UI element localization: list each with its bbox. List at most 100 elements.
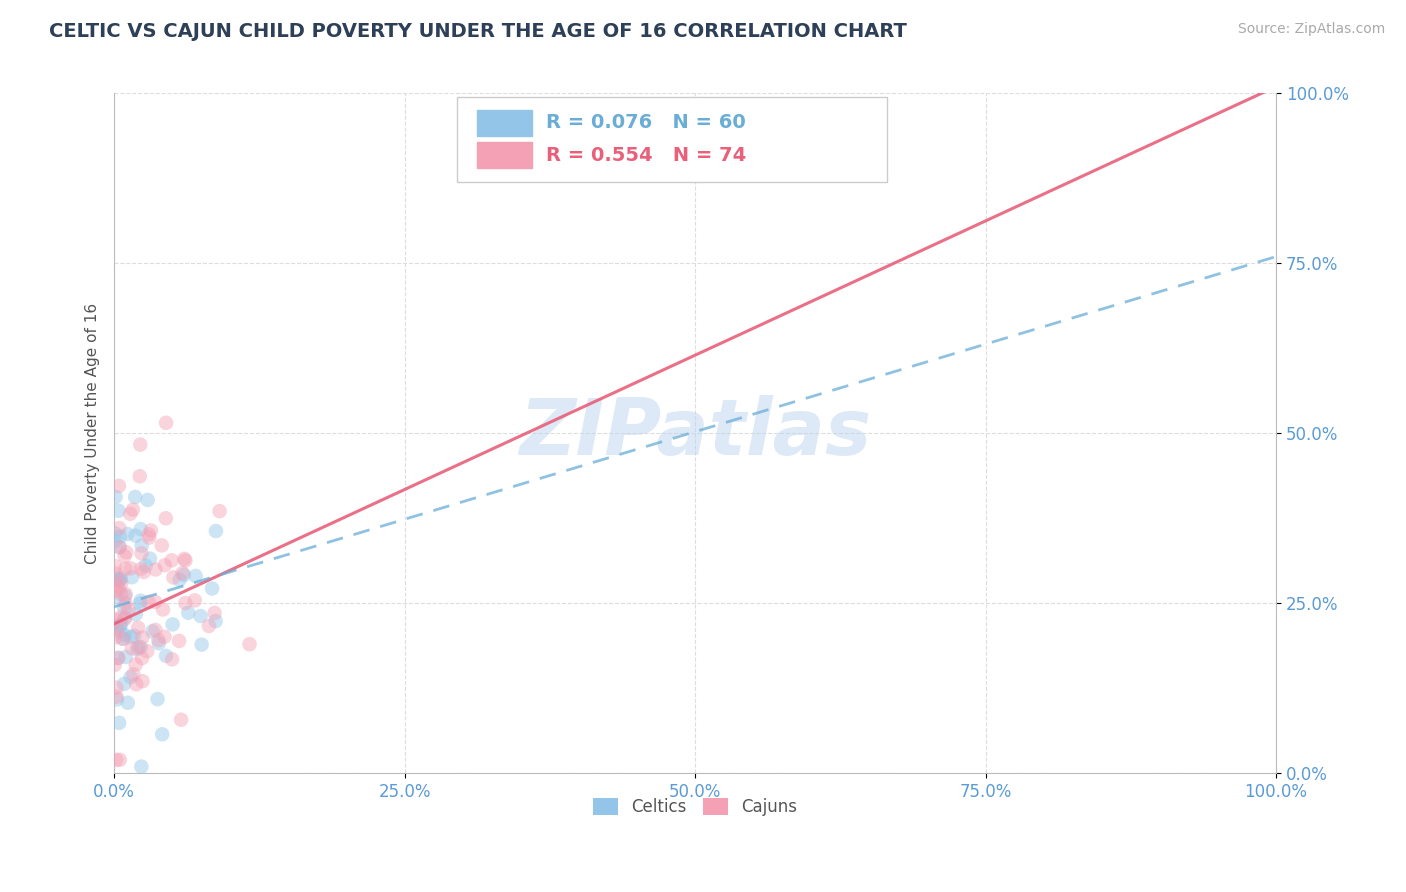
Point [174, 553, 197, 567]
Point [131, 546, 153, 560]
Point [117, 602, 139, 616]
Text: R = 0.554   N = 74: R = 0.554 N = 74 [547, 145, 747, 165]
Point [122, 667, 145, 681]
FancyBboxPatch shape [457, 96, 887, 182]
Point [201, 582, 224, 596]
Point [177, 606, 200, 620]
Point [114, 587, 136, 601]
Point [150, 727, 173, 741]
Point [148, 633, 170, 648]
Point [198, 619, 221, 633]
Point [108, 715, 131, 730]
Point [132, 565, 155, 579]
Point [104, 584, 127, 599]
Point [155, 511, 177, 525]
Point [108, 618, 131, 632]
Point [107, 582, 129, 596]
Point [124, 528, 146, 542]
Point [105, 692, 128, 706]
Point [204, 606, 226, 620]
Point [125, 607, 148, 621]
Point [114, 589, 136, 603]
Bar [477, 143, 533, 169]
Point [105, 623, 128, 637]
Point [104, 559, 127, 574]
Point [112, 677, 135, 691]
Point [120, 561, 142, 575]
Point [148, 636, 170, 650]
Point [125, 657, 148, 672]
Point [129, 593, 152, 607]
Point [127, 621, 149, 635]
Point [162, 570, 184, 584]
Point [121, 641, 143, 656]
Point [105, 613, 128, 627]
Point [108, 753, 131, 767]
Point [141, 624, 163, 639]
Point [146, 692, 169, 706]
Point [131, 631, 153, 645]
Point [122, 502, 145, 516]
Point [160, 652, 183, 666]
Point [105, 690, 128, 704]
Point [173, 552, 195, 566]
Point [114, 610, 136, 624]
Point [139, 551, 162, 566]
Point [128, 469, 150, 483]
Point [108, 521, 131, 535]
Point [105, 572, 128, 586]
Point [105, 566, 128, 581]
Point [170, 713, 193, 727]
Point [138, 595, 160, 609]
Y-axis label: Child Poverty Under the Age of 16: Child Poverty Under the Age of 16 [86, 302, 100, 564]
Legend: Celtics, Cajuns: Celtics, Cajuns [586, 791, 804, 823]
Point [120, 630, 142, 644]
Point [111, 632, 134, 646]
Point [108, 540, 131, 554]
Point [104, 490, 127, 504]
Point [128, 640, 150, 655]
Point [153, 558, 176, 573]
Point [104, 574, 127, 589]
Point [143, 595, 166, 609]
Text: Source: ZipAtlas.com: Source: ZipAtlas.com [1237, 22, 1385, 37]
Point [114, 562, 136, 576]
Text: CELTIC VS CAJUN CHILD POVERTY UNDER THE AGE OF 16 CORRELATION CHART: CELTIC VS CAJUN CHILD POVERTY UNDER THE … [49, 22, 907, 41]
Point [122, 629, 145, 643]
Point [145, 623, 167, 637]
Point [135, 558, 157, 573]
Point [174, 596, 197, 610]
Point [155, 416, 177, 430]
Point [131, 759, 153, 773]
Point [125, 677, 148, 691]
Point [104, 657, 127, 672]
Point [114, 649, 136, 664]
Point [238, 637, 260, 651]
Point [104, 619, 127, 633]
Point [129, 562, 152, 576]
Point [104, 534, 127, 549]
Point [121, 570, 143, 584]
Point [114, 596, 136, 610]
Point [131, 651, 153, 665]
Point [172, 566, 194, 581]
Point [110, 624, 132, 639]
Point [184, 593, 207, 607]
Point [110, 576, 132, 591]
Point [114, 612, 136, 626]
Point [160, 553, 183, 567]
Text: R = 0.076   N = 60: R = 0.076 N = 60 [547, 113, 747, 132]
Point [117, 527, 139, 541]
Point [145, 562, 167, 576]
Point [108, 530, 131, 544]
Point [190, 609, 212, 624]
Point [107, 650, 129, 665]
Point [136, 492, 159, 507]
Point [153, 630, 176, 644]
Point [108, 541, 131, 555]
Point [129, 437, 152, 451]
Point [112, 600, 135, 615]
Point [105, 591, 128, 605]
Point [107, 651, 129, 665]
Point [114, 628, 136, 642]
